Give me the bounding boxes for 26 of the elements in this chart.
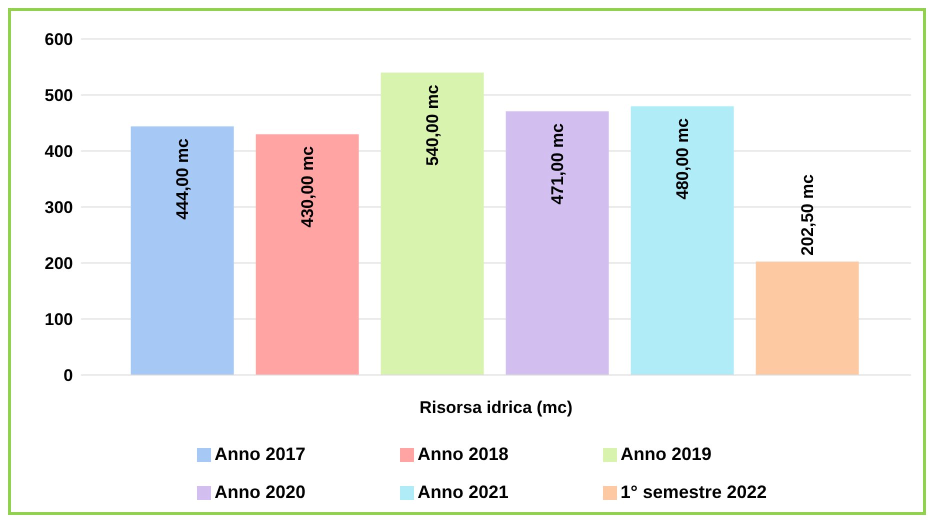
y-tick-label: 0 xyxy=(64,366,73,386)
bar xyxy=(256,134,359,375)
y-tick-label: 400 xyxy=(44,142,73,162)
bar xyxy=(130,126,234,375)
y-tick-label: 500 xyxy=(44,86,73,106)
data-label: 471,00 mc xyxy=(548,123,567,205)
legend-label: Anno 2018 xyxy=(418,443,510,466)
y-tick-label: 200 xyxy=(44,254,73,274)
legend-label: Anno 2020 xyxy=(214,481,307,504)
data-label: 480,00 mc xyxy=(672,118,692,200)
data-label: 444,00 mc xyxy=(172,138,192,220)
legend-label: Anno 2017 xyxy=(214,443,307,466)
x-tick-label: Risorsa idrica (mc) xyxy=(419,398,573,418)
bar xyxy=(380,72,484,375)
bar xyxy=(630,106,734,375)
legend-label: 1° semestre 2022 xyxy=(620,481,768,504)
y-tick-label: 100 xyxy=(44,310,73,330)
bar xyxy=(756,262,859,375)
legend-label: Anno 2019 xyxy=(620,443,713,466)
data-label: 430,00 mc xyxy=(298,146,317,228)
y-tick-label: 300 xyxy=(44,198,73,218)
data-label: 202,50 mc xyxy=(798,174,817,256)
bar xyxy=(506,111,609,375)
y-tick-label: 600 xyxy=(44,30,73,50)
legend-label: Anno 2021 xyxy=(418,481,510,504)
data-label: 540,00 mc xyxy=(422,84,442,166)
